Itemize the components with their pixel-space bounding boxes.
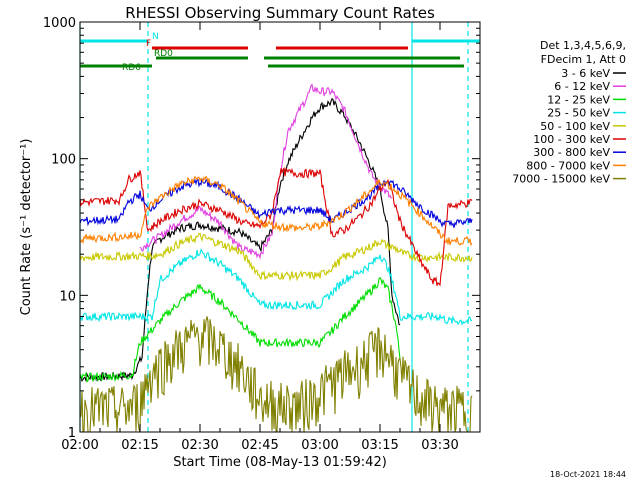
legend-header-line-1: Det 1,3,4,5,6,9, bbox=[540, 39, 626, 52]
legend-label-6: 300 - 800 keV bbox=[533, 146, 610, 159]
legend: Det 1,3,4,5,6,9, FDecim 1, Att 0 3 - 6 k… bbox=[512, 39, 626, 186]
legend-label-0: 3 - 6 keV bbox=[561, 67, 610, 80]
legend-label-2: 12 - 25 keV bbox=[547, 93, 610, 106]
series-line-6 bbox=[79, 178, 473, 228]
status-bar-label-rd6: RD6 bbox=[122, 63, 141, 73]
x-tick-label-1: 02:15 bbox=[121, 438, 158, 453]
legend-label-3: 25 - 50 keV bbox=[547, 107, 610, 120]
x-tick-label-4: 03:00 bbox=[301, 438, 338, 453]
series-line-4 bbox=[79, 232, 473, 282]
axes-layer: 02:00 02:15 02:30 02:45 03:00 03:15 03:30 1 10 10… bbox=[43, 16, 481, 453]
chart-title: RHESSI Observing Summary Count Rates bbox=[125, 4, 435, 22]
y-tick-label-2: 100 bbox=[51, 153, 76, 168]
legend-label-5: 100 - 300 keV bbox=[533, 133, 610, 146]
x-tick-label-2: 02:30 bbox=[181, 438, 218, 453]
series-line-7 bbox=[79, 175, 473, 247]
status-bar-label-f: F bbox=[146, 39, 151, 49]
series-line-2 bbox=[79, 276, 401, 383]
x-tick-label-0: 02:00 bbox=[61, 438, 98, 453]
x-tick-label-5: 03:15 bbox=[361, 438, 398, 453]
y-tick-label-3: 1000 bbox=[43, 16, 76, 31]
legend-label-7: 800 - 7000 keV bbox=[526, 159, 610, 172]
y-tick-label-0: 1 bbox=[68, 426, 76, 441]
legend-label-4: 50 - 100 keV bbox=[540, 120, 610, 133]
x-axis-label: Start Time (08-May-13 01:59:42) bbox=[173, 455, 387, 470]
series-layer bbox=[79, 83, 473, 433]
x-tick-label-6: 03:30 bbox=[421, 438, 458, 453]
y-axis-label: Count Rate (s⁻¹ detector⁻¹) bbox=[19, 139, 34, 316]
y-tick-label-1: 10 bbox=[59, 289, 76, 304]
legend-label-1: 6 - 12 keV bbox=[554, 80, 610, 93]
status-bar-label-n: N bbox=[152, 32, 159, 42]
legend-label-8: 7000 - 15000 keV bbox=[512, 173, 610, 186]
x-tick-label-3: 02:45 bbox=[241, 438, 278, 453]
status-bar-label-rd0: RD0 bbox=[154, 49, 173, 59]
series-line-3 bbox=[79, 248, 473, 326]
footer-timestamp: 18-Oct-2021 18:44 bbox=[550, 470, 626, 479]
legend-header-line-2: FDecim 1, Att 0 bbox=[541, 53, 626, 66]
series-line-1 bbox=[139, 83, 392, 260]
